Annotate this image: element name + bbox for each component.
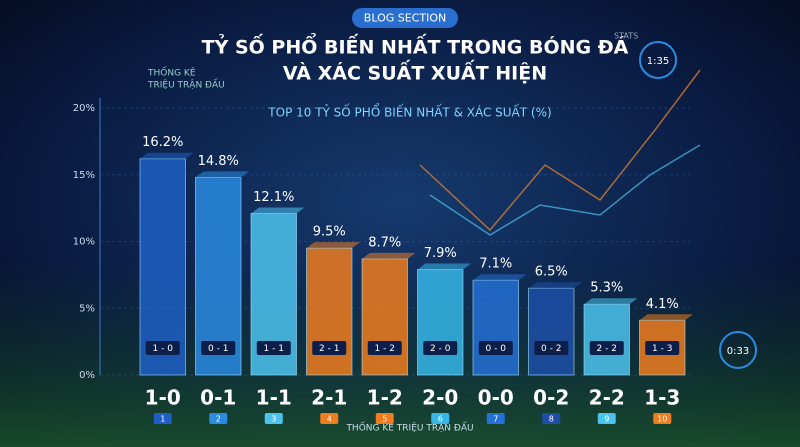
- score-box: [534, 341, 569, 355]
- bar-top: [639, 314, 694, 321]
- rank-badge: [375, 413, 394, 424]
- bar: [305, 247, 353, 376]
- rank-badge: [320, 413, 339, 424]
- x-tick-label: 1-2: [367, 386, 403, 410]
- score-label: 2 - 1: [319, 344, 339, 354]
- timer-text: 1:35: [647, 56, 669, 67]
- score-label: 2 - 2: [597, 344, 617, 354]
- score-box: [145, 341, 180, 355]
- decor-line: [419, 69, 701, 232]
- subtitle: TOP 10 TỶ SỐ PHỔ BIẾN NHẤT & XÁC SUẤT (%…: [267, 104, 551, 120]
- y-tick-label: 5%: [79, 303, 95, 314]
- score-box: [589, 341, 624, 355]
- bar: [527, 287, 575, 376]
- score-box: [367, 341, 402, 355]
- timer-text: 0:33: [727, 346, 749, 357]
- score-label: 0 - 2: [541, 344, 561, 354]
- x-tick-label: 2-2: [589, 386, 625, 410]
- x-tick-label: 1-0: [145, 386, 181, 410]
- value-label: 5.3%: [590, 281, 623, 296]
- value-label: 16.2%: [142, 135, 183, 150]
- bar: [416, 269, 464, 376]
- bar-top: [528, 282, 583, 289]
- x-tick-label: 2-1: [311, 386, 347, 410]
- timer: [719, 331, 757, 369]
- timer: [639, 41, 677, 79]
- rank-badge: [153, 413, 172, 424]
- y-tick-label: 0%: [79, 370, 95, 381]
- score-box: [423, 341, 458, 355]
- bar-top: [195, 171, 250, 178]
- x-tick-label: 1-1: [256, 386, 292, 410]
- rank-badge: [653, 413, 672, 424]
- side-note: TRIỆU TRẬN ĐẤU: [147, 79, 225, 91]
- bar-top: [583, 298, 638, 305]
- score-label: 0 - 0: [486, 344, 507, 354]
- title: TỶ SỐ PHỔ BIẾN NHẤT TRONG BÓNG ĐÁ: [202, 32, 629, 59]
- score-label: 0 - 1: [208, 344, 228, 354]
- bar-top: [139, 152, 194, 159]
- value-label: 7.9%: [424, 246, 457, 261]
- value-label: 8.7%: [368, 235, 401, 250]
- rank-badge: [209, 413, 228, 424]
- rank-label: 7: [493, 415, 498, 424]
- score-box: [312, 341, 347, 355]
- score-label: 1 - 1: [264, 344, 284, 354]
- rank-badge: [431, 413, 450, 424]
- x-tick-label: 0-1: [200, 386, 236, 410]
- side-note: THỐNG KÊ: [147, 66, 196, 79]
- rank-label: 9: [604, 415, 609, 424]
- score-box: [645, 341, 680, 355]
- score-label: 2 - 0: [430, 344, 451, 354]
- score-box: [256, 341, 291, 355]
- badge-text: BLOG SECTION: [364, 12, 446, 25]
- rank-badge: [597, 413, 616, 424]
- value-label: 6.5%: [535, 265, 568, 280]
- score-box: [478, 341, 513, 355]
- x-tick-label: 0-0: [478, 386, 514, 410]
- bar: [472, 279, 520, 376]
- rank-label: 5: [382, 415, 387, 424]
- rank-badge: [486, 413, 505, 424]
- score-label: 1 - 2: [375, 344, 395, 354]
- bar-top: [417, 263, 472, 270]
- rank-label: 8: [549, 415, 554, 424]
- score-label: 1 - 0: [153, 344, 174, 354]
- value-label: 12.1%: [253, 190, 294, 205]
- title: VÀ XÁC SUẤT XUẤT HIỆN: [283, 59, 547, 85]
- x-tick-label: 2-0: [422, 386, 458, 410]
- rank-label: 1: [160, 415, 165, 424]
- rank-badge: [542, 413, 561, 424]
- score-box: [201, 341, 236, 355]
- bar-top: [306, 242, 361, 249]
- bar: [583, 303, 631, 376]
- y-tick-label: 15%: [73, 170, 95, 181]
- value-label: 4.1%: [646, 297, 679, 312]
- bar-top: [250, 207, 305, 214]
- y-tick-label: 10%: [73, 237, 95, 248]
- x-tick-label: 1-3: [644, 386, 680, 410]
- score-label: 1 - 3: [652, 344, 672, 354]
- rank-badge: [264, 413, 283, 424]
- rank-label: 3: [271, 415, 276, 424]
- value-label: 7.1%: [479, 257, 512, 272]
- x-tick-label: 0-2: [533, 386, 569, 410]
- stats-label: STATS: [614, 32, 638, 41]
- bar: [139, 158, 187, 376]
- y-tick-label: 20%: [73, 103, 95, 114]
- decor-line: [429, 144, 701, 236]
- bar-top: [361, 252, 416, 259]
- value-label: 9.5%: [313, 225, 346, 240]
- bar-top: [472, 274, 527, 281]
- rank-label: 2: [216, 415, 221, 424]
- rank-label: 4: [327, 415, 332, 424]
- rank-label: 10: [657, 415, 667, 424]
- badge: [352, 8, 458, 28]
- rank-label: 6: [438, 415, 443, 424]
- value-label: 14.8%: [198, 154, 239, 169]
- bar: [361, 258, 409, 376]
